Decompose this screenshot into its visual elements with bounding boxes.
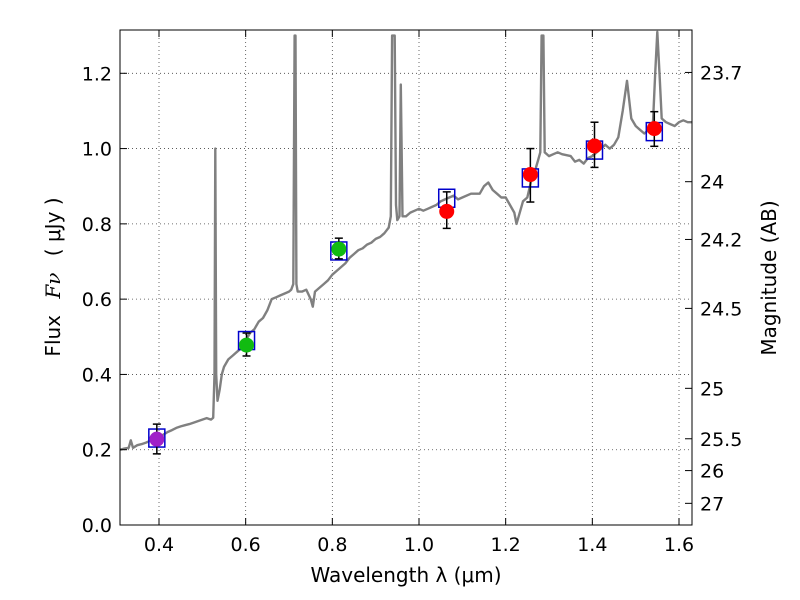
spectrum-layer bbox=[120, 30, 692, 451]
observed-flux-point bbox=[439, 203, 455, 219]
y-tick-label: 0.4 bbox=[82, 364, 112, 386]
y-axis-title: Flux Fν ( μJy ) bbox=[41, 197, 65, 356]
y2-tick-label: 26 bbox=[700, 461, 724, 483]
plot-frame bbox=[119, 29, 693, 526]
x-tick-label: 1.6 bbox=[664, 534, 694, 556]
observed-flux-point bbox=[149, 431, 165, 447]
photometry-layer bbox=[148, 110, 664, 455]
y-axis-title-unit: ( μJy ) bbox=[41, 197, 65, 256]
grid-layer bbox=[120, 30, 692, 526]
y-tick-label: 0.8 bbox=[82, 214, 112, 236]
y2-tick-label: 23.7 bbox=[700, 62, 742, 84]
x-tick-label: 0.6 bbox=[231, 534, 261, 556]
y2-axis-title: Magnitude (AB) bbox=[757, 200, 781, 355]
y-tick-label: 1.2 bbox=[82, 63, 112, 85]
x-tick-label: 1.0 bbox=[404, 534, 434, 556]
y2-tick-label: 24.2 bbox=[700, 229, 742, 251]
y2-tick-label: 25 bbox=[700, 378, 724, 400]
x-tick-label: 0.8 bbox=[317, 534, 347, 556]
observed-flux-point bbox=[522, 167, 538, 183]
observed-flux-point bbox=[331, 241, 347, 257]
y2-tick-label: 24 bbox=[700, 172, 724, 194]
y2-tick-label: 27 bbox=[700, 493, 724, 515]
y-tick-label: 0.0 bbox=[82, 515, 112, 537]
x-axis-title: Wavelength λ (μm) bbox=[310, 563, 501, 587]
x-tick-label: 1.4 bbox=[577, 534, 607, 556]
observed-flux-point bbox=[646, 121, 662, 137]
y-tick-label: 0.6 bbox=[82, 289, 112, 311]
y-tick-label: 1.0 bbox=[82, 139, 112, 161]
spectrum-line bbox=[120, 30, 692, 451]
y-axis-title-symbol: Fν bbox=[41, 273, 65, 300]
x-tick-label: 1.2 bbox=[491, 534, 521, 556]
y-axis-title-text: Flux bbox=[41, 315, 65, 357]
x-tick-label: 0.4 bbox=[144, 534, 174, 556]
y2-tick-label: 24.5 bbox=[700, 298, 742, 320]
ticks-layer: 0.4 0.6 0.8 1.0 1.2 1.4 1.6 0.0 0.2 0.4 0.6 0.8 1.0 1… bbox=[82, 30, 742, 556]
observed-flux-point bbox=[587, 138, 602, 154]
observed-flux-point bbox=[239, 337, 255, 353]
y2-tick-label: 25.5 bbox=[700, 429, 742, 451]
y-tick-label: 0.2 bbox=[82, 440, 112, 462]
